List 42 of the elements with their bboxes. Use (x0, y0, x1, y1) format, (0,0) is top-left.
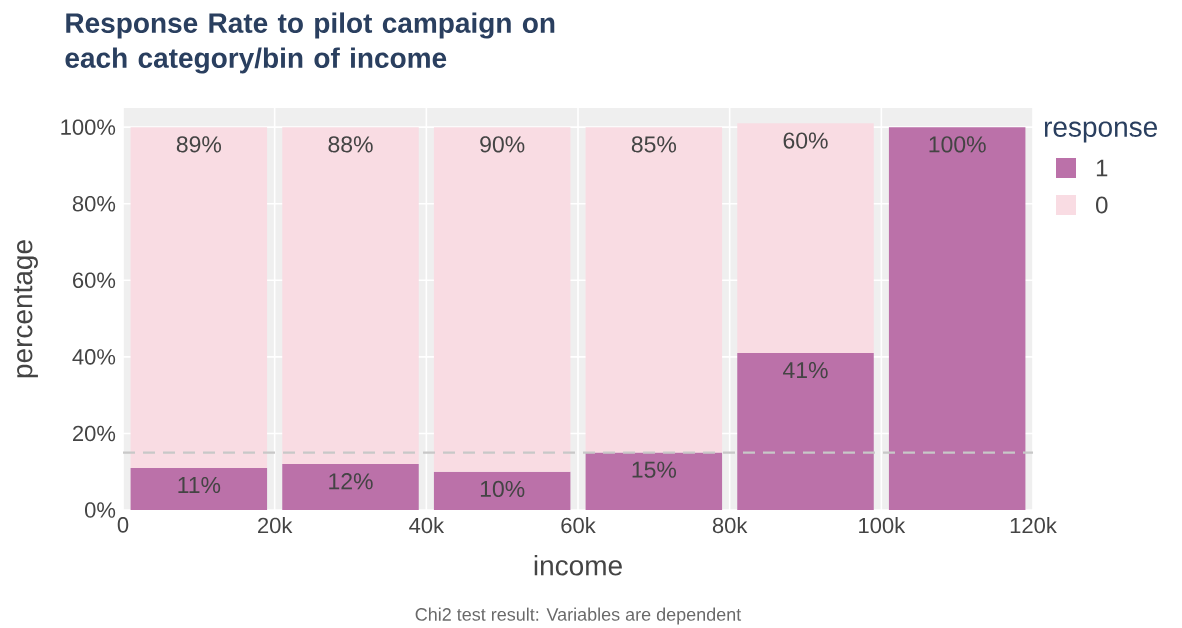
y-axis-title: percentage (14, 240, 38, 378)
data-label: 90% (480, 136, 525, 153)
x-tick-label: 60k (561, 517, 596, 534)
data-label: 10% (480, 480, 525, 498)
data-label: 15% (632, 461, 677, 478)
bar (282, 464, 419, 510)
data-label: 89% (176, 136, 222, 153)
x-tick-label: 100k (859, 517, 906, 534)
bar (282, 127, 419, 465)
x-tick-label: 20k (258, 517, 293, 534)
legend-title: response (1044, 121, 1158, 143)
x-tick-label: 120k (1010, 517, 1057, 534)
text: Chi2 test result: Variables are dependent (415, 607, 742, 625)
bar (888, 127, 1026, 510)
data-label: 60% (783, 132, 828, 149)
bar (585, 452, 723, 510)
bar (130, 467, 268, 510)
y-tick-label: 40% (72, 349, 116, 365)
y-tick-label: 0% (84, 502, 116, 518)
data-label: 12% (329, 473, 373, 490)
bar (433, 127, 571, 472)
bar (737, 123, 874, 354)
data-label: 41% (783, 362, 828, 379)
bar (585, 127, 723, 453)
data-label: 88% (328, 136, 373, 153)
chart-title: Response Rate to pilot campaign on each category/bin of income (65, 12, 555, 74)
bar (433, 471, 571, 510)
y-tick-label: 20% (73, 425, 116, 442)
data-label: 11% (178, 476, 221, 494)
x-tick-label: 80k (712, 517, 748, 534)
data-label: 100% (929, 136, 986, 153)
x-axis-title: income (534, 554, 622, 576)
bar (737, 353, 874, 510)
legend-label: 0 (1096, 196, 1108, 214)
y-tick-label: 100% (61, 119, 116, 135)
x-tick-label: 0 (117, 517, 129, 533)
legend-label: 1 (1096, 159, 1108, 177)
y-tick-label: 60% (73, 272, 116, 289)
data-label: 85% (631, 136, 677, 153)
y-tick-label: 80% (72, 195, 116, 212)
bar (130, 127, 268, 468)
x-tick-label: 40k (409, 517, 445, 534)
